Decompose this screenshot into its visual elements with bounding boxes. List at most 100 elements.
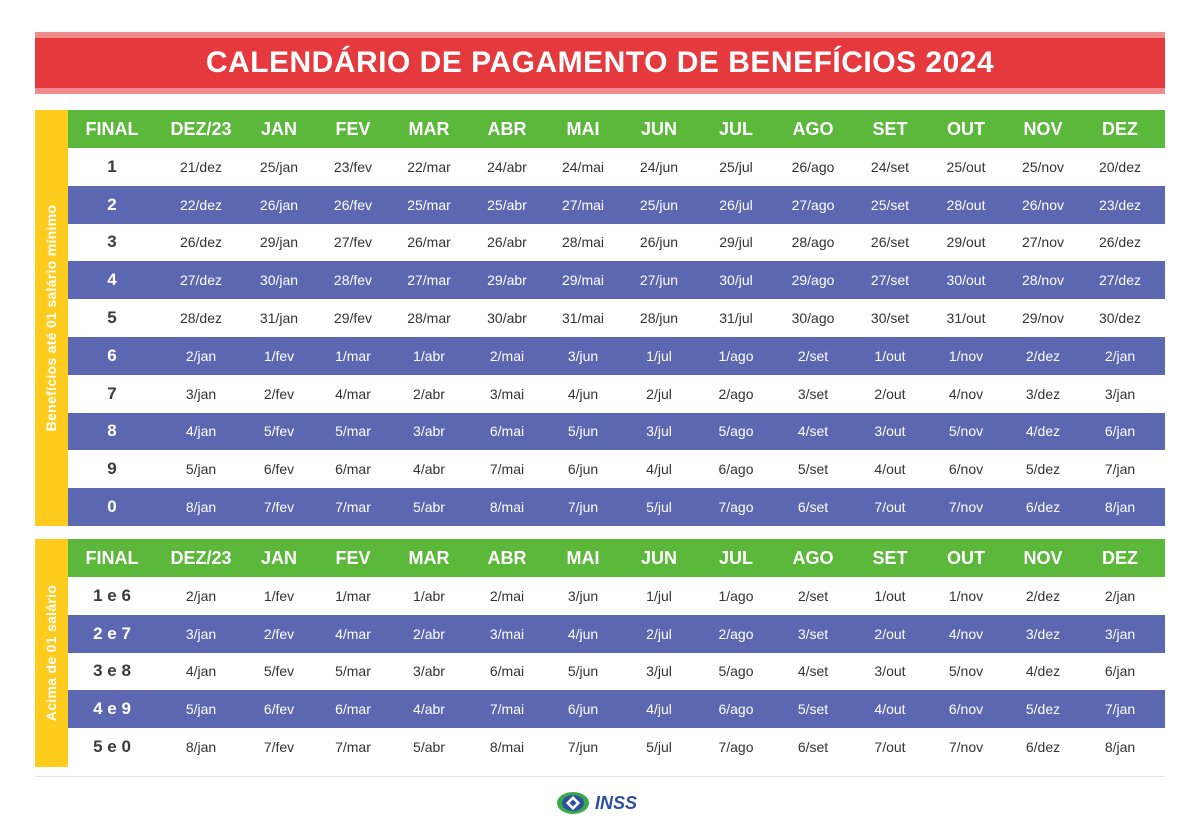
min-wage-payment-date-cell: 28/mar: [407, 310, 451, 327]
section-above-minimum-wage: Acima de 01 salário FINAL DEZ/23 JAN FEV MAR…: [35, 539, 1165, 767]
min-wage-header-cell: FINAL: [85, 118, 139, 139]
above-min-payment-date-cell: 3/set: [797, 625, 829, 642]
above-min-payment-date-cell: 7/jun: [567, 739, 599, 756]
above-min-payment-date-cell: 8/jan: [1104, 739, 1136, 756]
above-min-header-cell: OUT: [947, 547, 985, 568]
min-wage-payment-date-cell: 25/set: [870, 196, 910, 213]
min-wage-payment-date-cell: 4/nov: [948, 385, 984, 402]
min-wage-payment-date-cell: 22/dez: [179, 196, 223, 213]
min-wage-payment-date-cell: 28/fev: [333, 272, 373, 289]
min-wage-payment-date-cell: 8/mai: [489, 499, 525, 516]
side-bar-minimum-wage: Benefícios até 01 salário mínimo: [35, 110, 68, 526]
min-wage-payment-date-cell: 4/out: [874, 461, 906, 478]
min-wage-payment-date-cell: 31/jan: [259, 310, 299, 327]
min-wage-payment-date-cell: 7/mai: [489, 461, 525, 478]
above-min-payment-date-cell: 2/abr: [413, 625, 445, 642]
min-wage-final-digit-cell: 4: [107, 270, 117, 290]
min-wage-header-cell: SET: [872, 118, 908, 139]
min-wage-final-digit-cell: 0: [107, 497, 117, 517]
above-min-payment-date-cell: 2/dez: [1025, 587, 1061, 604]
min-wage-payment-date-cell: 4/jan: [185, 423, 217, 440]
min-wage-payment-date-cell: 3/abr: [413, 423, 445, 440]
above-min-header-cell: SET: [872, 547, 908, 568]
min-wage-payment-date-cell: 28/nov: [1021, 272, 1065, 289]
min-wage-payment-date-cell: 29/fev: [333, 310, 373, 327]
min-wage-payment-date-cell: 5/dez: [1025, 461, 1061, 478]
min-wage-table-row: 2 22/dez 26/jan 26/fev 25/mar 25/abr 27/mai 25/…: [68, 185, 1165, 224]
min-wage-payment-date-cell: 5/jan: [185, 461, 217, 478]
above-min-table-row: 2 e 7 3/jan 2/fev 4/mar 2/abr 3/mai 4/jun 2/jul…: [68, 614, 1165, 653]
min-wage-payment-date-cell: 31/jul: [719, 310, 753, 327]
min-wage-payment-date-cell: 7/fev: [263, 499, 295, 516]
min-wage-payment-date-cell: 27/mai: [561, 196, 605, 213]
min-wage-payment-date-cell: 27/ago: [791, 196, 835, 213]
min-wage-table-row: 6 2/jan 1/fev 1/mar 1/abr 2/mai 3/jun 1/jul 1/ag…: [68, 336, 1165, 375]
min-wage-payment-date-cell: 29/out: [946, 234, 986, 251]
above-min-payment-date-cell: 6/mar: [335, 701, 371, 718]
above-min-payment-date-cell: 2/set: [797, 587, 829, 604]
min-wage-header-cell: NOV: [1023, 118, 1063, 139]
min-wage-payment-date-cell: 7/jan: [1104, 461, 1136, 478]
above-min-payment-date-cell: 1/ago: [718, 587, 754, 604]
above-min-header-row: FINAL DEZ/23 JAN FEV MAR ABR MAI JUN JUL AGO SET OU…: [68, 539, 1165, 577]
min-wage-payment-date-cell: 7/out: [874, 499, 906, 516]
min-wage-payment-date-cell: 21/dez: [179, 158, 223, 175]
page-title: CALENDÁRIO DE PAGAMENTO DE BENEFÍCIOS 20…: [205, 46, 995, 79]
min-wage-final-digit-cell: 5: [107, 308, 117, 328]
above-min-payment-date-cell: 4/dez: [1025, 663, 1061, 680]
above-min-payment-date-cell: 3/abr: [413, 663, 445, 680]
min-wage-payment-date-cell: 4/jun: [567, 385, 599, 402]
min-wage-payment-date-cell: 25/jan: [259, 158, 299, 175]
min-wage-table-row: 1 21/dez 25/jan 23/fev 22/mar 24/abr 24/mai 24/…: [68, 148, 1165, 186]
min-wage-payment-date-cell: 22/mar: [407, 158, 451, 175]
above-min-header-cell: JUL: [718, 547, 753, 568]
title-banner-top-stripe: [35, 32, 1165, 38]
min-wage-payment-date-cell: 1/mar: [335, 347, 371, 364]
above-min-payment-date-cell: 6/set: [797, 739, 829, 756]
min-wage-payment-date-cell: 23/dez: [1098, 196, 1142, 213]
min-wage-payment-date-cell: 23/fev: [333, 158, 373, 175]
min-wage-header-cell: ABR: [487, 118, 527, 139]
min-wage-payment-date-cell: 6/jan: [1104, 423, 1136, 440]
min-wage-payment-date-cell: 1/fev: [263, 347, 295, 364]
above-min-payment-date-cell: 2/jan: [185, 587, 217, 604]
above-min-header-cell: MAR: [408, 547, 450, 568]
above-min-table-row: 4 e 9 5/jan 6/fev 6/mar 4/abr 7/mai 6/jun 4/jul…: [68, 690, 1165, 729]
above-min-payment-date-cell: 3/mai: [489, 625, 525, 642]
min-wage-payment-date-cell: 25/nov: [1021, 158, 1065, 175]
min-wage-payment-date-cell: 26/fev: [333, 196, 373, 213]
payment-table-above-minimum-wage: FINAL DEZ/23 JAN FEV MAR ABR MAI JUN JUL AGO SET OU…: [68, 539, 1165, 766]
min-wage-payment-date-cell: 24/abr: [487, 158, 527, 175]
min-wage-table-row: 8 4/jan 5/fev 5/mar 3/abr 6/mai 5/jun 3/jul 5/ag…: [68, 412, 1165, 451]
above-min-payment-date-cell: 5/jun: [567, 663, 599, 680]
min-wage-payment-date-cell: 3/jul: [646, 423, 672, 440]
min-wage-payment-date-cell: 6/mar: [335, 461, 371, 478]
above-min-header-cell: JAN: [260, 547, 297, 568]
min-wage-payment-date-cell: 26/mar: [407, 234, 451, 251]
min-wage-payment-date-cell: 31/mai: [561, 310, 605, 327]
min-wage-header-cell: JUL: [718, 118, 753, 139]
min-wage-payment-date-cell: 7/mar: [335, 499, 371, 516]
min-wage-payment-date-cell: 27/nov: [1021, 234, 1065, 251]
min-wage-payment-date-cell: 27/fev: [333, 234, 373, 251]
above-min-payment-date-cell: 1/abr: [413, 587, 445, 604]
min-wage-header-row: FINAL DEZ/23 JAN FEV MAR ABR MAI JUN JUL AGO SET OU…: [68, 110, 1165, 148]
above-min-final-digit-cell: 4 e 9: [93, 699, 131, 719]
min-wage-payment-date-cell: 26/ago: [791, 158, 835, 175]
above-min-payment-date-cell: 1/nov: [948, 587, 984, 604]
min-wage-payment-date-cell: 7/ago: [718, 499, 754, 516]
above-min-payment-date-cell: 2/ago: [718, 625, 754, 642]
min-wage-payment-date-cell: 2/out: [874, 385, 906, 402]
min-wage-payment-date-cell: 4/dez: [1025, 423, 1061, 440]
above-min-payment-date-cell: 6/fev: [263, 701, 295, 718]
above-min-payment-date-cell: 5/jan: [185, 701, 217, 718]
min-wage-payment-date-cell: 2/mai: [489, 347, 525, 364]
min-wage-payment-date-cell: 1/nov: [948, 347, 984, 364]
min-wage-payment-date-cell: 5/jun: [567, 423, 599, 440]
min-wage-payment-date-cell: 25/jul: [719, 158, 753, 175]
min-wage-payment-date-cell: 26/jun: [639, 234, 679, 251]
min-wage-final-digit-cell: 1: [107, 156, 117, 176]
min-wage-payment-date-cell: 7/nov: [948, 499, 984, 516]
above-min-payment-date-cell: 3/jan: [1104, 625, 1136, 642]
min-wage-payment-date-cell: 8/jan: [185, 499, 217, 516]
